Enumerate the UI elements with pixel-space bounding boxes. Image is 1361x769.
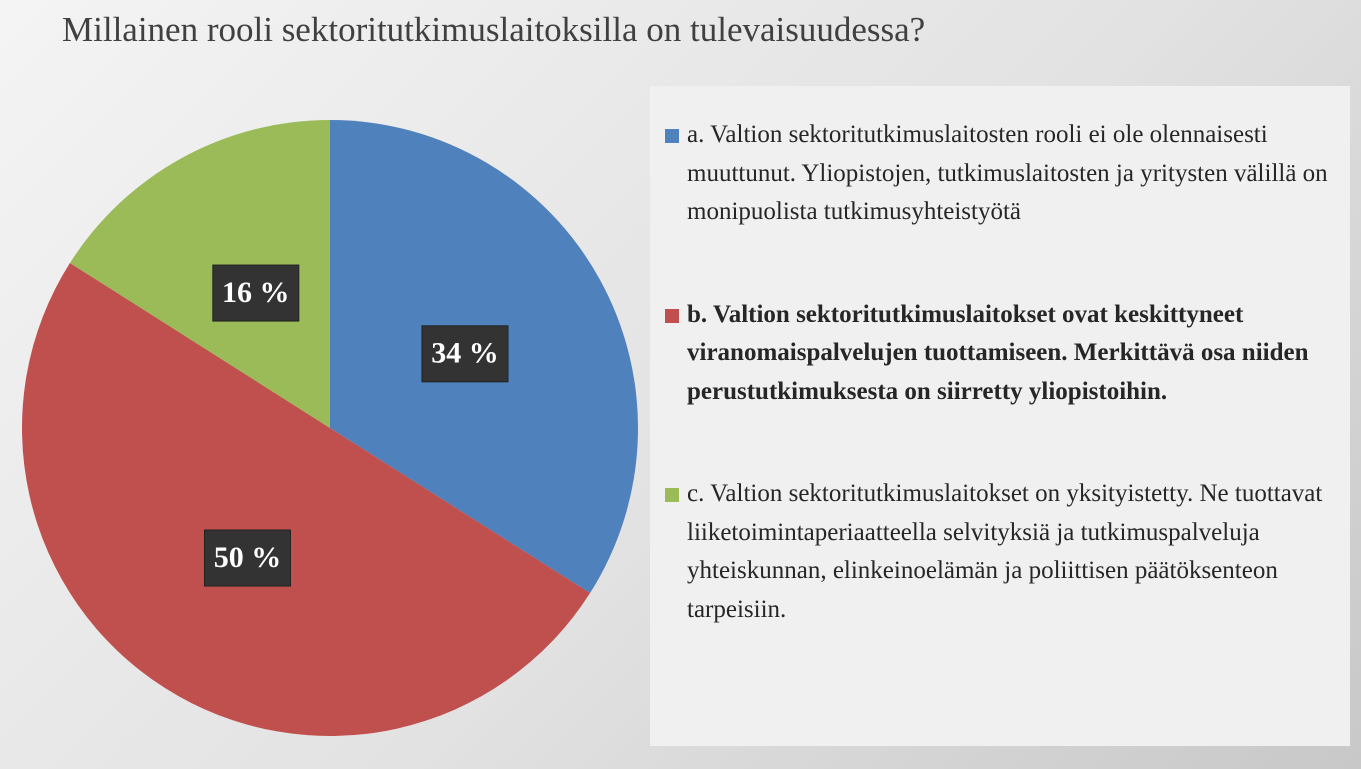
- pie-slice: [21, 262, 591, 737]
- data-label-box: [203, 529, 291, 587]
- data-label: 16 %: [212, 264, 300, 322]
- pie-slice: [69, 119, 331, 428]
- legend-entry: b. Valtion sektoritutkimuslaitokset ovat…: [660, 296, 1340, 412]
- legend-text: c. Valtion sektoritutkimuslaitokset on y…: [687, 480, 1323, 623]
- legend: a. Valtion sektoritutkimuslaitosten rool…: [650, 86, 1350, 746]
- data-label-text: 34 %: [431, 337, 499, 370]
- legend-entry: c. Valtion sektoritutkimuslaitokset on y…: [660, 475, 1340, 629]
- legend-swatch: [665, 488, 679, 502]
- data-label: 50 %: [203, 529, 291, 587]
- data-label-box: [212, 264, 300, 322]
- data-label: 34 %: [421, 325, 509, 383]
- data-label-text: 16 %: [222, 276, 290, 309]
- data-label-box: [421, 325, 509, 383]
- legend-entry: a. Valtion sektoritutkimuslaitosten rool…: [660, 116, 1340, 232]
- legend-swatch: [665, 308, 679, 323]
- chart-title: Millainen rooli sektoritutkimuslaitoksil…: [62, 10, 926, 49]
- legend-text: b. Valtion sektoritutkimuslaitokset ovat…: [687, 300, 1309, 405]
- legend-swatch: [665, 129, 679, 143]
- legend-text: a. Valtion sektoritutkimuslaitosten rool…: [687, 121, 1328, 225]
- data-label-text: 50 %: [214, 541, 282, 574]
